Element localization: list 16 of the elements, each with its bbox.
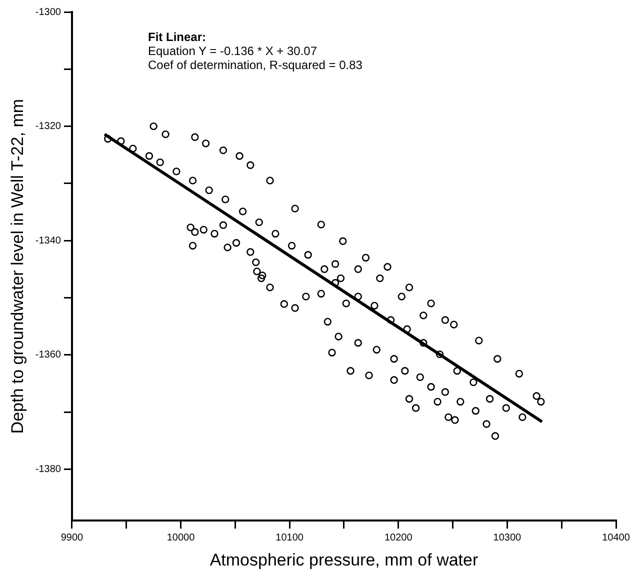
x-tick-label: 10400 xyxy=(602,532,630,544)
x-tick-label: 10200 xyxy=(384,532,413,544)
y-axis-title: Depth to groundwater level in Well T-22, mm xyxy=(8,98,27,434)
x-tick-label: 10000 xyxy=(166,532,196,544)
x-tick-label: 10300 xyxy=(493,532,522,544)
x-tick-label: 10100 xyxy=(276,532,304,544)
y-tick-label: -1380 xyxy=(35,464,62,475)
x-axis-title: Atmospheric pressure, mm of water xyxy=(210,550,478,570)
annotation: Equation Y = -0.136 * X + 30.07 xyxy=(148,44,318,58)
annotation: Fit Linear: xyxy=(148,30,208,44)
x-tick-label: 9900 xyxy=(60,532,84,544)
y-tick-label: -1360 xyxy=(35,350,62,361)
y-tick-label: -1300 xyxy=(35,6,62,18)
y-tick-label: -1340 xyxy=(35,235,62,246)
y-tick-label: -1320 xyxy=(35,121,62,132)
annotation: Coef of determination, R-squared = 0.83 xyxy=(148,58,362,72)
